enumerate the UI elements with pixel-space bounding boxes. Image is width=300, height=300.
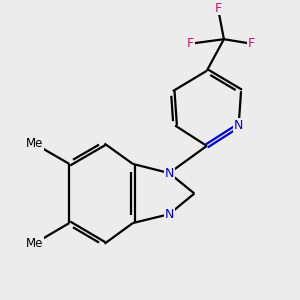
Text: N: N xyxy=(164,208,174,221)
Text: Me: Me xyxy=(26,137,43,150)
Text: N: N xyxy=(234,119,243,132)
Text: Me: Me xyxy=(26,237,43,250)
Text: F: F xyxy=(214,2,221,15)
Text: N: N xyxy=(164,167,174,180)
Text: F: F xyxy=(187,37,194,50)
Text: F: F xyxy=(248,37,255,50)
